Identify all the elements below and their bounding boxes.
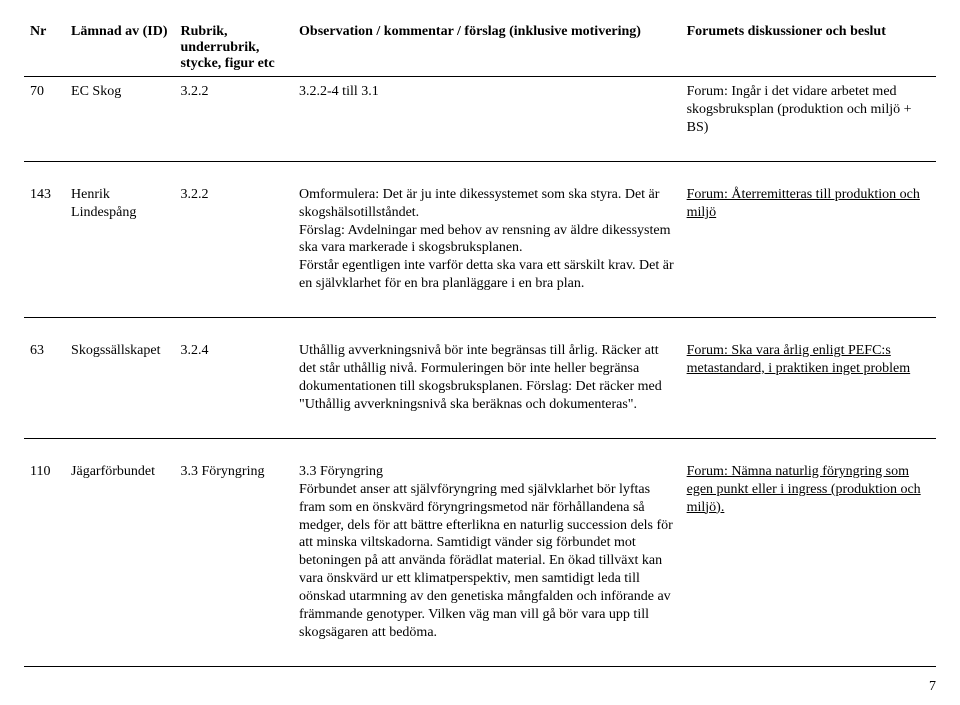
cell-obs: Uthållig avverkningsnivå bör inte begrän… <box>293 318 681 438</box>
cell-obs: 3.3 Föryngring Förbundet anser att själv… <box>293 438 681 666</box>
forum-decision-link: Forum: Nämna naturlig föryngring som ege… <box>687 464 921 515</box>
cell-obs: Omformulera: Det är ju inte dikessysteme… <box>293 161 681 317</box>
cell-nr: 110 <box>24 438 65 666</box>
forum-decision-link: Forum: Ska vara årlig enligt PEFC:s meta… <box>687 343 911 376</box>
cell-forum: Forum: Återremitteras till produktion oc… <box>681 161 936 317</box>
table-row: 110Jägarförbundet3.3 Föryngring3.3 Föryn… <box>24 438 936 666</box>
col-rubrik: Rubrik, underrubrik, stycke, figur etc <box>174 20 293 77</box>
table-row: 143Henrik Lindespång3.2.2Omformulera: De… <box>24 161 936 317</box>
cell-id: EC Skog <box>65 77 174 161</box>
cell-forum: Forum: Ska vara årlig enligt PEFC:s meta… <box>681 318 936 438</box>
forum-decision-link: Forum: Återremitteras till produktion oc… <box>687 187 920 220</box>
cell-forum: Forum: Nämna naturlig föryngring som ege… <box>681 438 936 666</box>
cell-nr: 143 <box>24 161 65 317</box>
cell-id: Skogssällskapet <box>65 318 174 438</box>
col-obs: Observation / kommentar / förslag (inklu… <box>293 20 681 77</box>
cell-nr: 63 <box>24 318 65 438</box>
cell-rubrik: 3.3 Föryngring <box>174 438 293 666</box>
cell-forum: Forum: Ingår i det vidare arbetet med sk… <box>681 77 936 161</box>
comment-table: Nr Lämnad av (ID) Rubrik, underrubrik, s… <box>24 20 936 667</box>
cell-obs: 3.2.2-4 till 3.1 <box>293 77 681 161</box>
table-row: 63Skogssällskapet3.2.4Uthållig avverknin… <box>24 318 936 438</box>
table-header-row: Nr Lämnad av (ID) Rubrik, underrubrik, s… <box>24 20 936 77</box>
col-nr: Nr <box>24 20 65 77</box>
page-number: 7 <box>24 667 936 695</box>
table-row: 70EC Skog3.2.23.2.2-4 till 3.1Forum: Ing… <box>24 77 936 161</box>
col-forum: Forumets diskussioner och beslut <box>681 20 936 77</box>
cell-id: Jägarförbundet <box>65 438 174 666</box>
cell-rubrik: 3.2.4 <box>174 318 293 438</box>
col-id: Lämnad av (ID) <box>65 20 174 77</box>
cell-id: Henrik Lindespång <box>65 161 174 317</box>
cell-nr: 70 <box>24 77 65 161</box>
cell-rubrik: 3.2.2 <box>174 77 293 161</box>
cell-rubrik: 3.2.2 <box>174 161 293 317</box>
